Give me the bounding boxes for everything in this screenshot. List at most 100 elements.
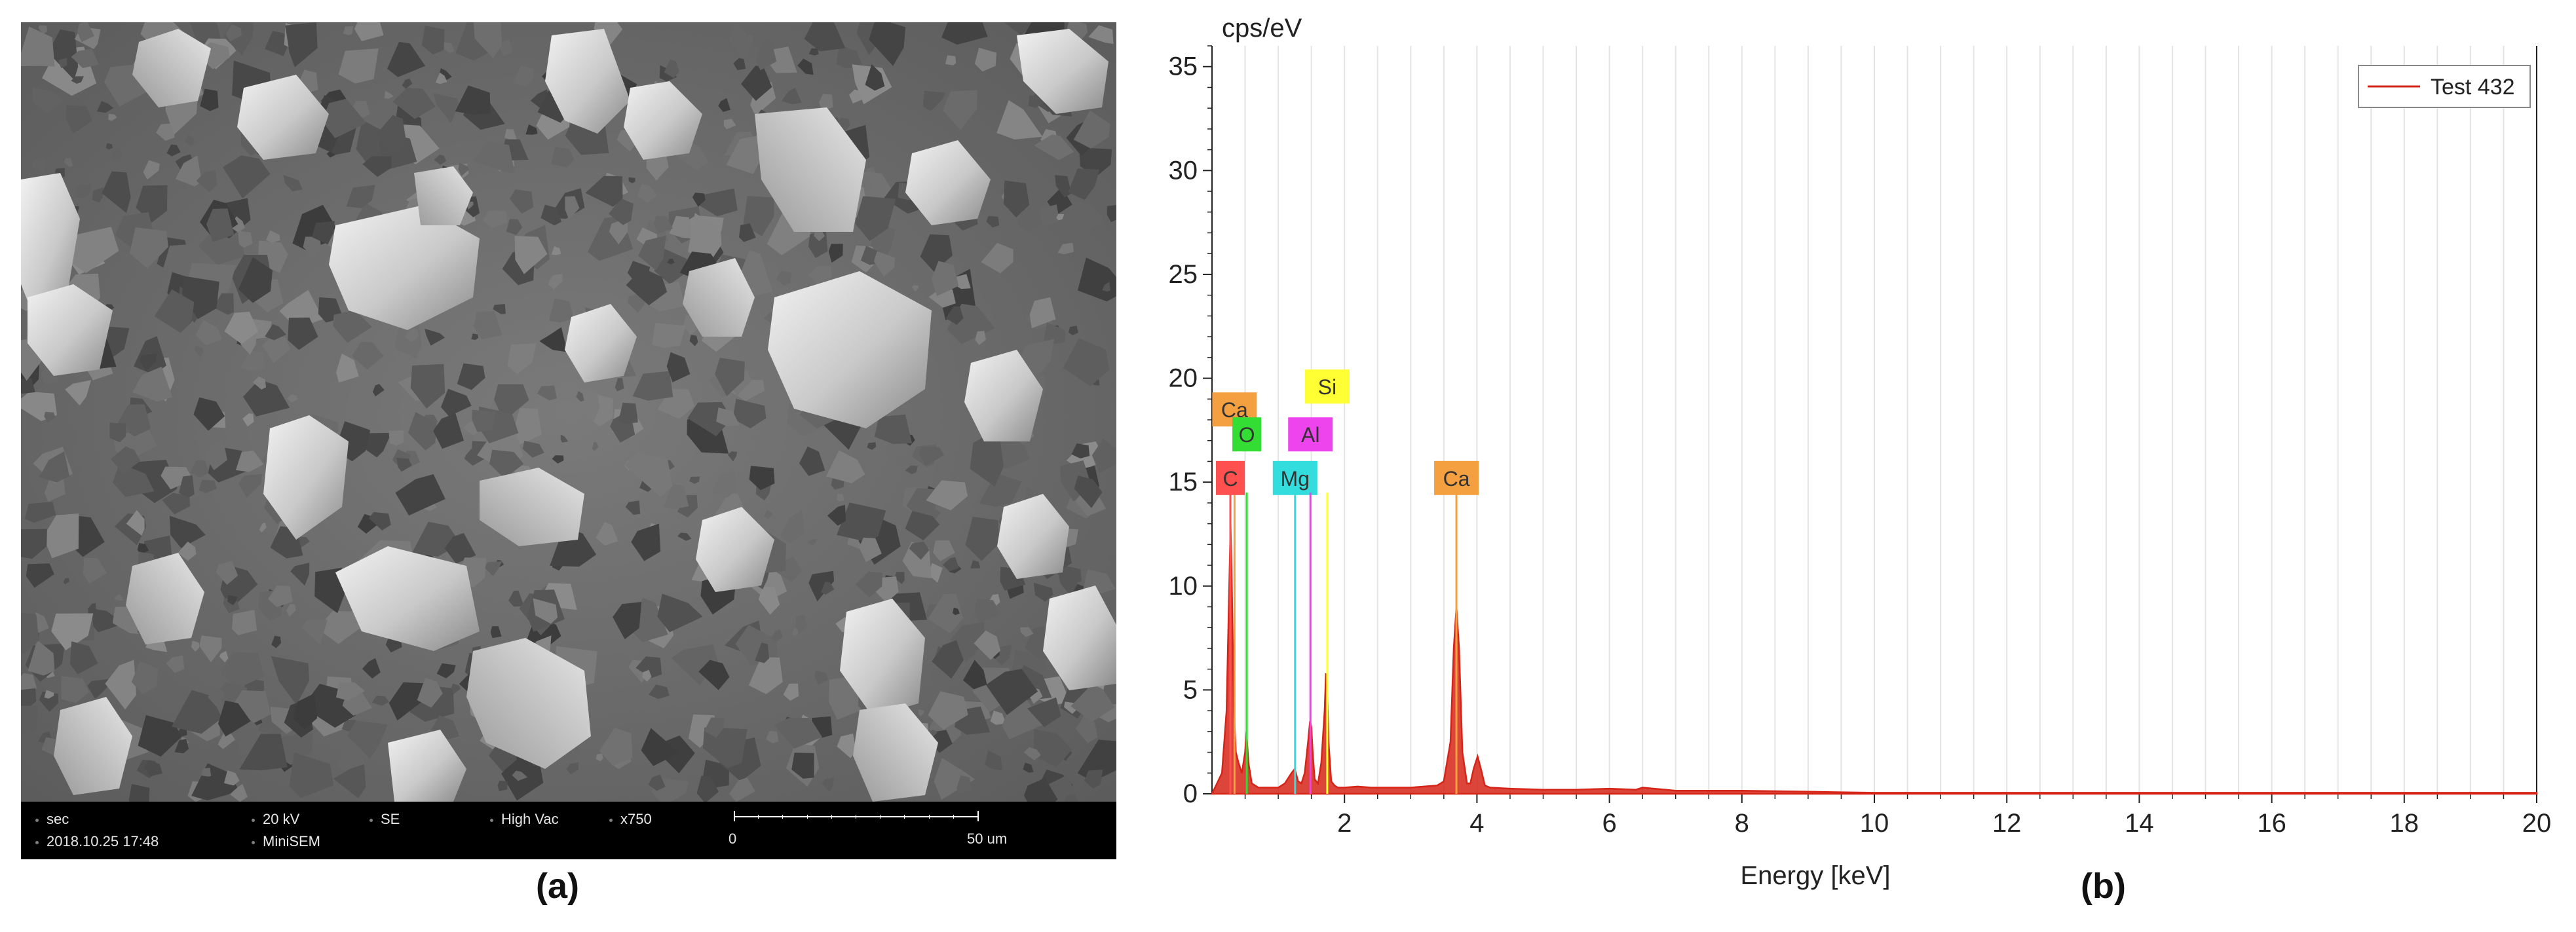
sem-grain xyxy=(727,451,738,462)
sem-grain xyxy=(631,523,661,561)
sem-grain xyxy=(758,586,780,615)
sem-grain xyxy=(111,146,123,162)
element-label-box xyxy=(1272,460,1317,495)
sem-grain xyxy=(204,441,227,470)
sem-grain xyxy=(1074,475,1103,508)
sem-grain xyxy=(1067,22,1088,40)
sem-grain xyxy=(628,177,635,183)
y-tick-label: 30 xyxy=(1169,156,1198,185)
sem-grain xyxy=(837,734,856,758)
scale-bar-minor-tick xyxy=(953,815,954,819)
sem-grain xyxy=(1034,134,1074,160)
sem-grain xyxy=(144,760,162,777)
bullet-icon xyxy=(369,818,373,822)
sem-grain xyxy=(919,446,945,466)
sem-grain xyxy=(931,261,959,297)
sem-grain xyxy=(433,93,459,123)
sem-grain xyxy=(88,608,124,633)
sem-grain xyxy=(443,42,455,54)
sem-grain xyxy=(433,413,464,449)
sem-grain xyxy=(227,595,238,606)
sem-grain xyxy=(77,22,94,43)
sem-grain xyxy=(223,770,240,786)
sem-grain xyxy=(755,38,777,71)
sem-grain xyxy=(741,65,772,101)
sem-grain xyxy=(540,204,561,226)
sem-grain xyxy=(869,22,906,66)
element-label: Ca xyxy=(1443,467,1470,491)
sem-grain xyxy=(283,175,303,192)
sem-detector: SE xyxy=(381,811,400,827)
sem-grain xyxy=(702,727,748,769)
sem-grain xyxy=(132,366,172,402)
sem-grain xyxy=(347,720,388,759)
sem-grain xyxy=(551,147,575,168)
bullet-icon xyxy=(252,818,255,822)
sem-grain xyxy=(825,450,865,483)
legend-entry: Test 432 xyxy=(2431,75,2515,100)
sem-grain xyxy=(105,660,136,710)
sem-grain xyxy=(1040,204,1060,227)
sem-grain xyxy=(444,532,476,564)
sem-grain xyxy=(199,479,217,493)
sem-grain xyxy=(262,333,291,363)
sem-grain xyxy=(178,541,197,561)
sem-grain xyxy=(596,753,603,762)
sem-grain xyxy=(69,227,119,273)
sem-grain xyxy=(131,661,159,695)
sem-grain xyxy=(224,312,259,345)
sem-grain xyxy=(928,691,968,730)
sem-grain xyxy=(733,58,746,71)
sem-grain xyxy=(1075,715,1098,743)
sem-grain xyxy=(744,34,754,45)
sem-grain xyxy=(618,402,638,424)
sem-grain xyxy=(1073,110,1110,149)
sem-grain xyxy=(1004,22,1035,35)
sem-grain xyxy=(748,657,783,694)
sem-grain xyxy=(96,101,114,113)
sem-grain xyxy=(641,728,678,766)
sem-grain xyxy=(873,251,896,277)
sem-grain xyxy=(21,378,35,394)
sem-grain xyxy=(594,22,623,48)
sem-grain xyxy=(508,590,524,607)
sem-grain xyxy=(208,686,225,707)
sem-grain xyxy=(941,22,988,45)
sem-grain xyxy=(171,690,222,734)
panel-label-a: (a) xyxy=(536,867,579,906)
sem-grain xyxy=(303,236,322,257)
sem-grain xyxy=(974,598,1001,623)
sem-grain xyxy=(493,304,506,314)
sem-grain xyxy=(928,593,964,633)
sem-grain xyxy=(43,513,79,559)
sem-grain xyxy=(669,215,694,239)
scale-bar-minor-tick xyxy=(929,815,930,819)
sem-grain xyxy=(31,159,46,172)
sem-grain xyxy=(292,693,318,730)
sem-grain xyxy=(441,388,472,417)
sem-grain xyxy=(1088,25,1114,45)
sem-grain xyxy=(791,753,814,779)
x-tick-label: 8 xyxy=(1735,809,1749,838)
x-tick-label: 16 xyxy=(2257,809,2286,838)
sem-grain xyxy=(715,358,745,396)
sem-grain xyxy=(565,196,580,220)
sem-grain xyxy=(218,732,235,749)
sem-grain xyxy=(238,474,262,498)
sem-grain xyxy=(1003,180,1030,217)
sem-grain xyxy=(774,556,803,583)
chart-axes: 0 5 10 15 20 25 30 35 2 4 6 8 10 12 14 16 18 20 cps/eV Ener… xyxy=(1169,14,2552,890)
sem-grain xyxy=(943,90,977,130)
sem-grain xyxy=(26,563,54,588)
sem-grain xyxy=(804,22,846,52)
bullet-icon xyxy=(490,818,493,822)
sem-grain xyxy=(774,718,822,749)
sem-grain xyxy=(434,155,447,165)
sem-grain xyxy=(499,39,513,57)
sem-grain xyxy=(195,345,204,358)
x-tick-label: 10 xyxy=(1860,809,1889,838)
sem-grain xyxy=(286,604,296,617)
sem-grain xyxy=(156,123,175,141)
sem-grain xyxy=(102,171,131,214)
